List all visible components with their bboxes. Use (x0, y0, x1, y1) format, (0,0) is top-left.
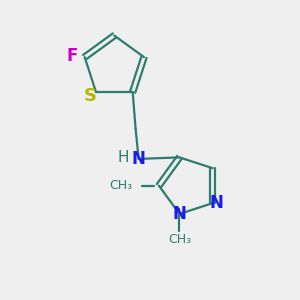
Text: CH₃: CH₃ (168, 233, 191, 246)
Text: N: N (172, 205, 186, 223)
Text: S: S (84, 87, 97, 105)
Text: N: N (209, 194, 223, 212)
Text: N: N (132, 150, 145, 168)
Text: CH₃: CH₃ (109, 179, 132, 192)
Text: H: H (117, 150, 129, 165)
Text: F: F (67, 46, 78, 64)
